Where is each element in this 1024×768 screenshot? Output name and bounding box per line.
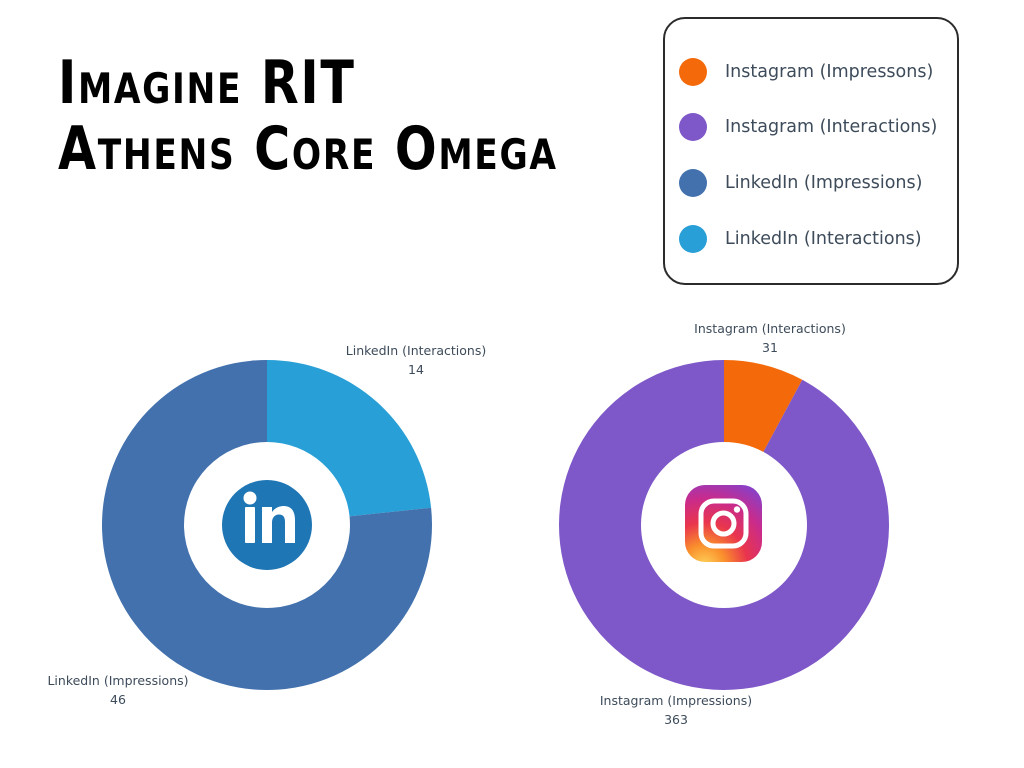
legend-swatch xyxy=(679,225,707,253)
legend-swatch xyxy=(679,169,707,197)
linkedin-donut-chart: LinkedIn (Interactions) 14 LinkedIn (Impre… xyxy=(47,343,486,707)
donut-slice-linkedin-interactions xyxy=(267,360,432,517)
page-title: Imagine RIT Athens Core Omega xyxy=(58,50,558,182)
slice-value-label: 14 xyxy=(408,362,424,377)
donut-slice-linkedin-impressions xyxy=(101,359,432,690)
legend-item-linkedin-interactions: LinkedIn (Interactions) xyxy=(679,224,922,254)
legend-item-linkedin-impressions: LinkedIn (Impressions) xyxy=(679,168,922,198)
slice-label: LinkedIn (Interactions) xyxy=(346,343,486,358)
legend-swatch xyxy=(679,58,707,86)
legend-item-instagram-interactions: Instagram (Interactions) xyxy=(679,112,937,142)
slice-value-label: 31 xyxy=(762,340,778,355)
slice-label: Instagram (Interactions) xyxy=(694,321,846,336)
slice-value-label: 363 xyxy=(664,712,688,727)
instagram-logo-icon xyxy=(685,485,762,562)
slice-value-label: 46 xyxy=(110,692,126,707)
instagram-donut-chart: Instagram (Interactions) 31 Instagram (Imp… xyxy=(558,321,889,727)
donut-slice-instagram-interactions xyxy=(724,360,803,452)
legend-label: LinkedIn (Impressions) xyxy=(725,173,923,193)
title-line-2: Athens Core Omega xyxy=(58,114,558,184)
legend-item-instagram-impressions: Instagram (Impressons) xyxy=(679,57,933,87)
slice-label: Instagram (Impressions) xyxy=(600,693,752,708)
linkedin-logo-icon xyxy=(222,480,312,570)
donut-slice-instagram-impressions xyxy=(558,359,889,690)
legend-label: Instagram (Interactions) xyxy=(725,117,938,137)
legend-label: Instagram (Impressons) xyxy=(725,62,934,82)
slice-label: LinkedIn (Impressions) xyxy=(47,673,188,688)
legend-swatch xyxy=(679,113,707,141)
chart-legend: Instagram (Impressons) Instagram (Intera… xyxy=(663,17,959,285)
legend-label: LinkedIn (Interactions) xyxy=(725,229,922,249)
title-line-1: Imagine RIT xyxy=(58,48,356,118)
